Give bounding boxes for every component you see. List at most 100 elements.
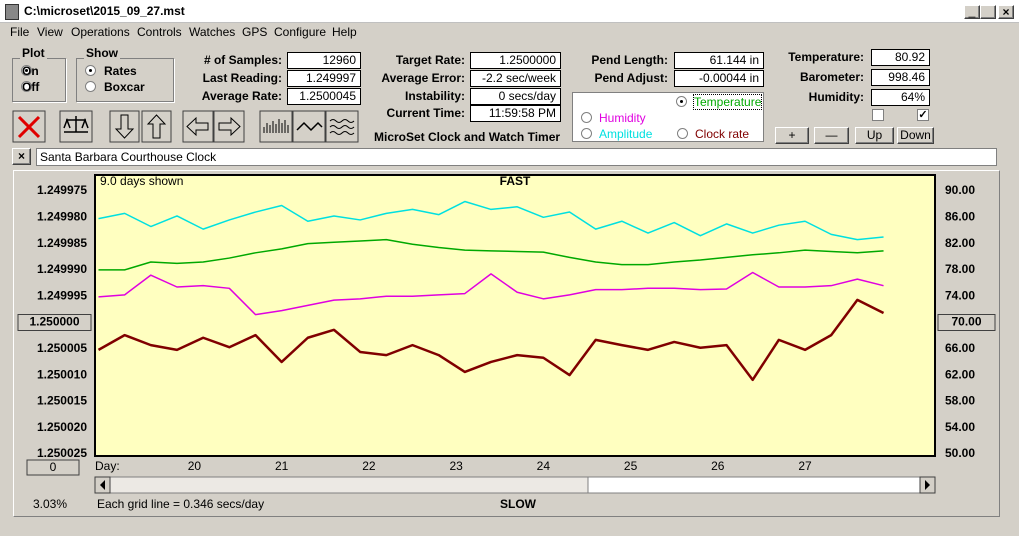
legend-radio[interactable] (677, 128, 688, 139)
plot-button[interactable]: Down (897, 127, 934, 144)
y-tick-label: 1.249990 (37, 262, 87, 276)
menu-item[interactable]: Help (332, 25, 357, 39)
field-value[interactable]: 12960 (287, 52, 361, 69)
y-tick-label: 54.00 (945, 420, 975, 434)
wave-button[interactable] (292, 110, 326, 143)
checkbox[interactable] (872, 109, 884, 121)
menu-item[interactable]: View (37, 25, 63, 39)
radio-label: Off (22, 80, 40, 94)
scroll-thumb[interactable] (587, 476, 921, 494)
legend-radio[interactable] (676, 96, 687, 107)
series-line (98, 238, 884, 271)
show-group (76, 58, 174, 102)
offset-label: 0 (50, 460, 57, 474)
radio-button[interactable] (85, 65, 96, 76)
radio-button[interactable] (21, 65, 32, 76)
y-tick-label: 1.250010 (37, 367, 87, 381)
app-name: MicroSet Clock and Watch Timer (374, 130, 561, 144)
radio-button[interactable] (21, 81, 32, 92)
up-button[interactable] (141, 110, 172, 143)
left-button[interactable] (182, 110, 214, 143)
group-label: Show (84, 46, 120, 60)
y-tick-label: 66.00 (945, 341, 975, 355)
field-label: Average Rate: (201, 89, 282, 103)
days-shown: 9.0 days shown (100, 174, 183, 188)
y-tick-label: 1.249980 (37, 209, 87, 223)
field-value[interactable]: 998.46 (871, 69, 930, 86)
icon (296, 121, 323, 132)
checkbox[interactable]: ✓ (917, 109, 929, 121)
field-value[interactable]: 0 secs/day (470, 88, 561, 105)
clock-name-field[interactable]: Santa Barbara Courthouse Clock (36, 148, 997, 166)
menu-item[interactable]: Operations (71, 25, 130, 39)
close-clock-button[interactable]: × (12, 148, 31, 165)
y-tick-label: 58.00 (945, 394, 975, 408)
y-tick-label: 50.00 (945, 446, 975, 460)
y-tick-label: 1.250015 (37, 394, 87, 408)
y-tick-label: 90.00 (945, 183, 975, 197)
legend-label: Temperature (692, 94, 763, 110)
plot-button[interactable]: Up (855, 127, 894, 144)
field-value[interactable]: 1.2500045 (287, 88, 361, 105)
field-value[interactable]: 1.249997 (287, 70, 361, 87)
y-tick-label: 78.00 (945, 262, 975, 276)
field-value[interactable]: 1.2500000 (470, 52, 561, 69)
waves-button[interactable] (325, 110, 359, 143)
legend-label: Amplitude (599, 127, 653, 141)
x-tick-label: 25 (624, 459, 638, 473)
y-tick-label: 1.250000 (29, 315, 79, 329)
minimize-button[interactable]: _ (964, 5, 980, 19)
icon (186, 116, 209, 137)
bars-button[interactable] (259, 110, 293, 143)
down-button[interactable] (109, 110, 140, 143)
legend-label: Clock rate (695, 127, 750, 141)
y-tick-label: 1.250025 (37, 446, 87, 460)
field-label: Barometer: (799, 70, 864, 84)
clear-button[interactable] (12, 110, 46, 143)
scale-button[interactable] (59, 110, 93, 143)
offset-button[interactable] (26, 459, 80, 476)
x-tick-label: 20 (188, 459, 202, 473)
menu-item[interactable]: Controls (137, 25, 182, 39)
y-tick-label: 1.250005 (37, 341, 87, 355)
menu-item[interactable]: Configure (274, 25, 327, 39)
plot-button[interactable]: + (775, 127, 809, 144)
plot-button[interactable]: — (814, 127, 849, 144)
group-label: Plot (20, 46, 47, 60)
field-value[interactable]: 64% (871, 89, 930, 106)
field-value[interactable]: -2.2 sec/week (470, 70, 561, 87)
menu-item[interactable]: Watches (189, 25, 236, 39)
button-face (141, 110, 172, 143)
y-tick-label: 86.00 (945, 209, 975, 223)
legend-radio[interactable] (581, 112, 592, 123)
icon (329, 119, 355, 135)
icon (263, 119, 289, 133)
x-tick-label: 23 (449, 459, 463, 473)
radio-button[interactable] (85, 81, 96, 92)
x-tick-label: 21 (275, 459, 289, 473)
maximize-button[interactable] (980, 5, 996, 19)
y-tick-label: 74.00 (945, 288, 975, 302)
field-value[interactable]: 80.92 (871, 49, 930, 66)
y-tick-label: 70.00 (951, 315, 981, 329)
field-label: Last Reading: (202, 71, 282, 85)
field-value[interactable]: 11:59:58 PM (470, 105, 561, 122)
chart-panel (13, 170, 1000, 517)
legend-radio[interactable] (581, 128, 592, 139)
field-label: Humidity: (808, 90, 864, 104)
menu-item[interactable]: File (10, 25, 30, 39)
reference-button (17, 314, 92, 331)
icon (146, 114, 167, 139)
close-button[interactable]: × (998, 5, 1014, 19)
right-button[interactable] (213, 110, 245, 143)
menu-item[interactable]: GPS (242, 25, 268, 39)
y-tick-label: 1.250020 (37, 420, 87, 434)
radio-label: On (22, 64, 39, 78)
icon (17, 115, 41, 139)
field-value[interactable]: 61.144 in (674, 52, 764, 69)
window-title: C:\microset\2015_09_27.mst (24, 4, 185, 18)
field-value[interactable]: -0.00044 in (674, 70, 764, 87)
x-tick-label: 27 (798, 459, 812, 473)
